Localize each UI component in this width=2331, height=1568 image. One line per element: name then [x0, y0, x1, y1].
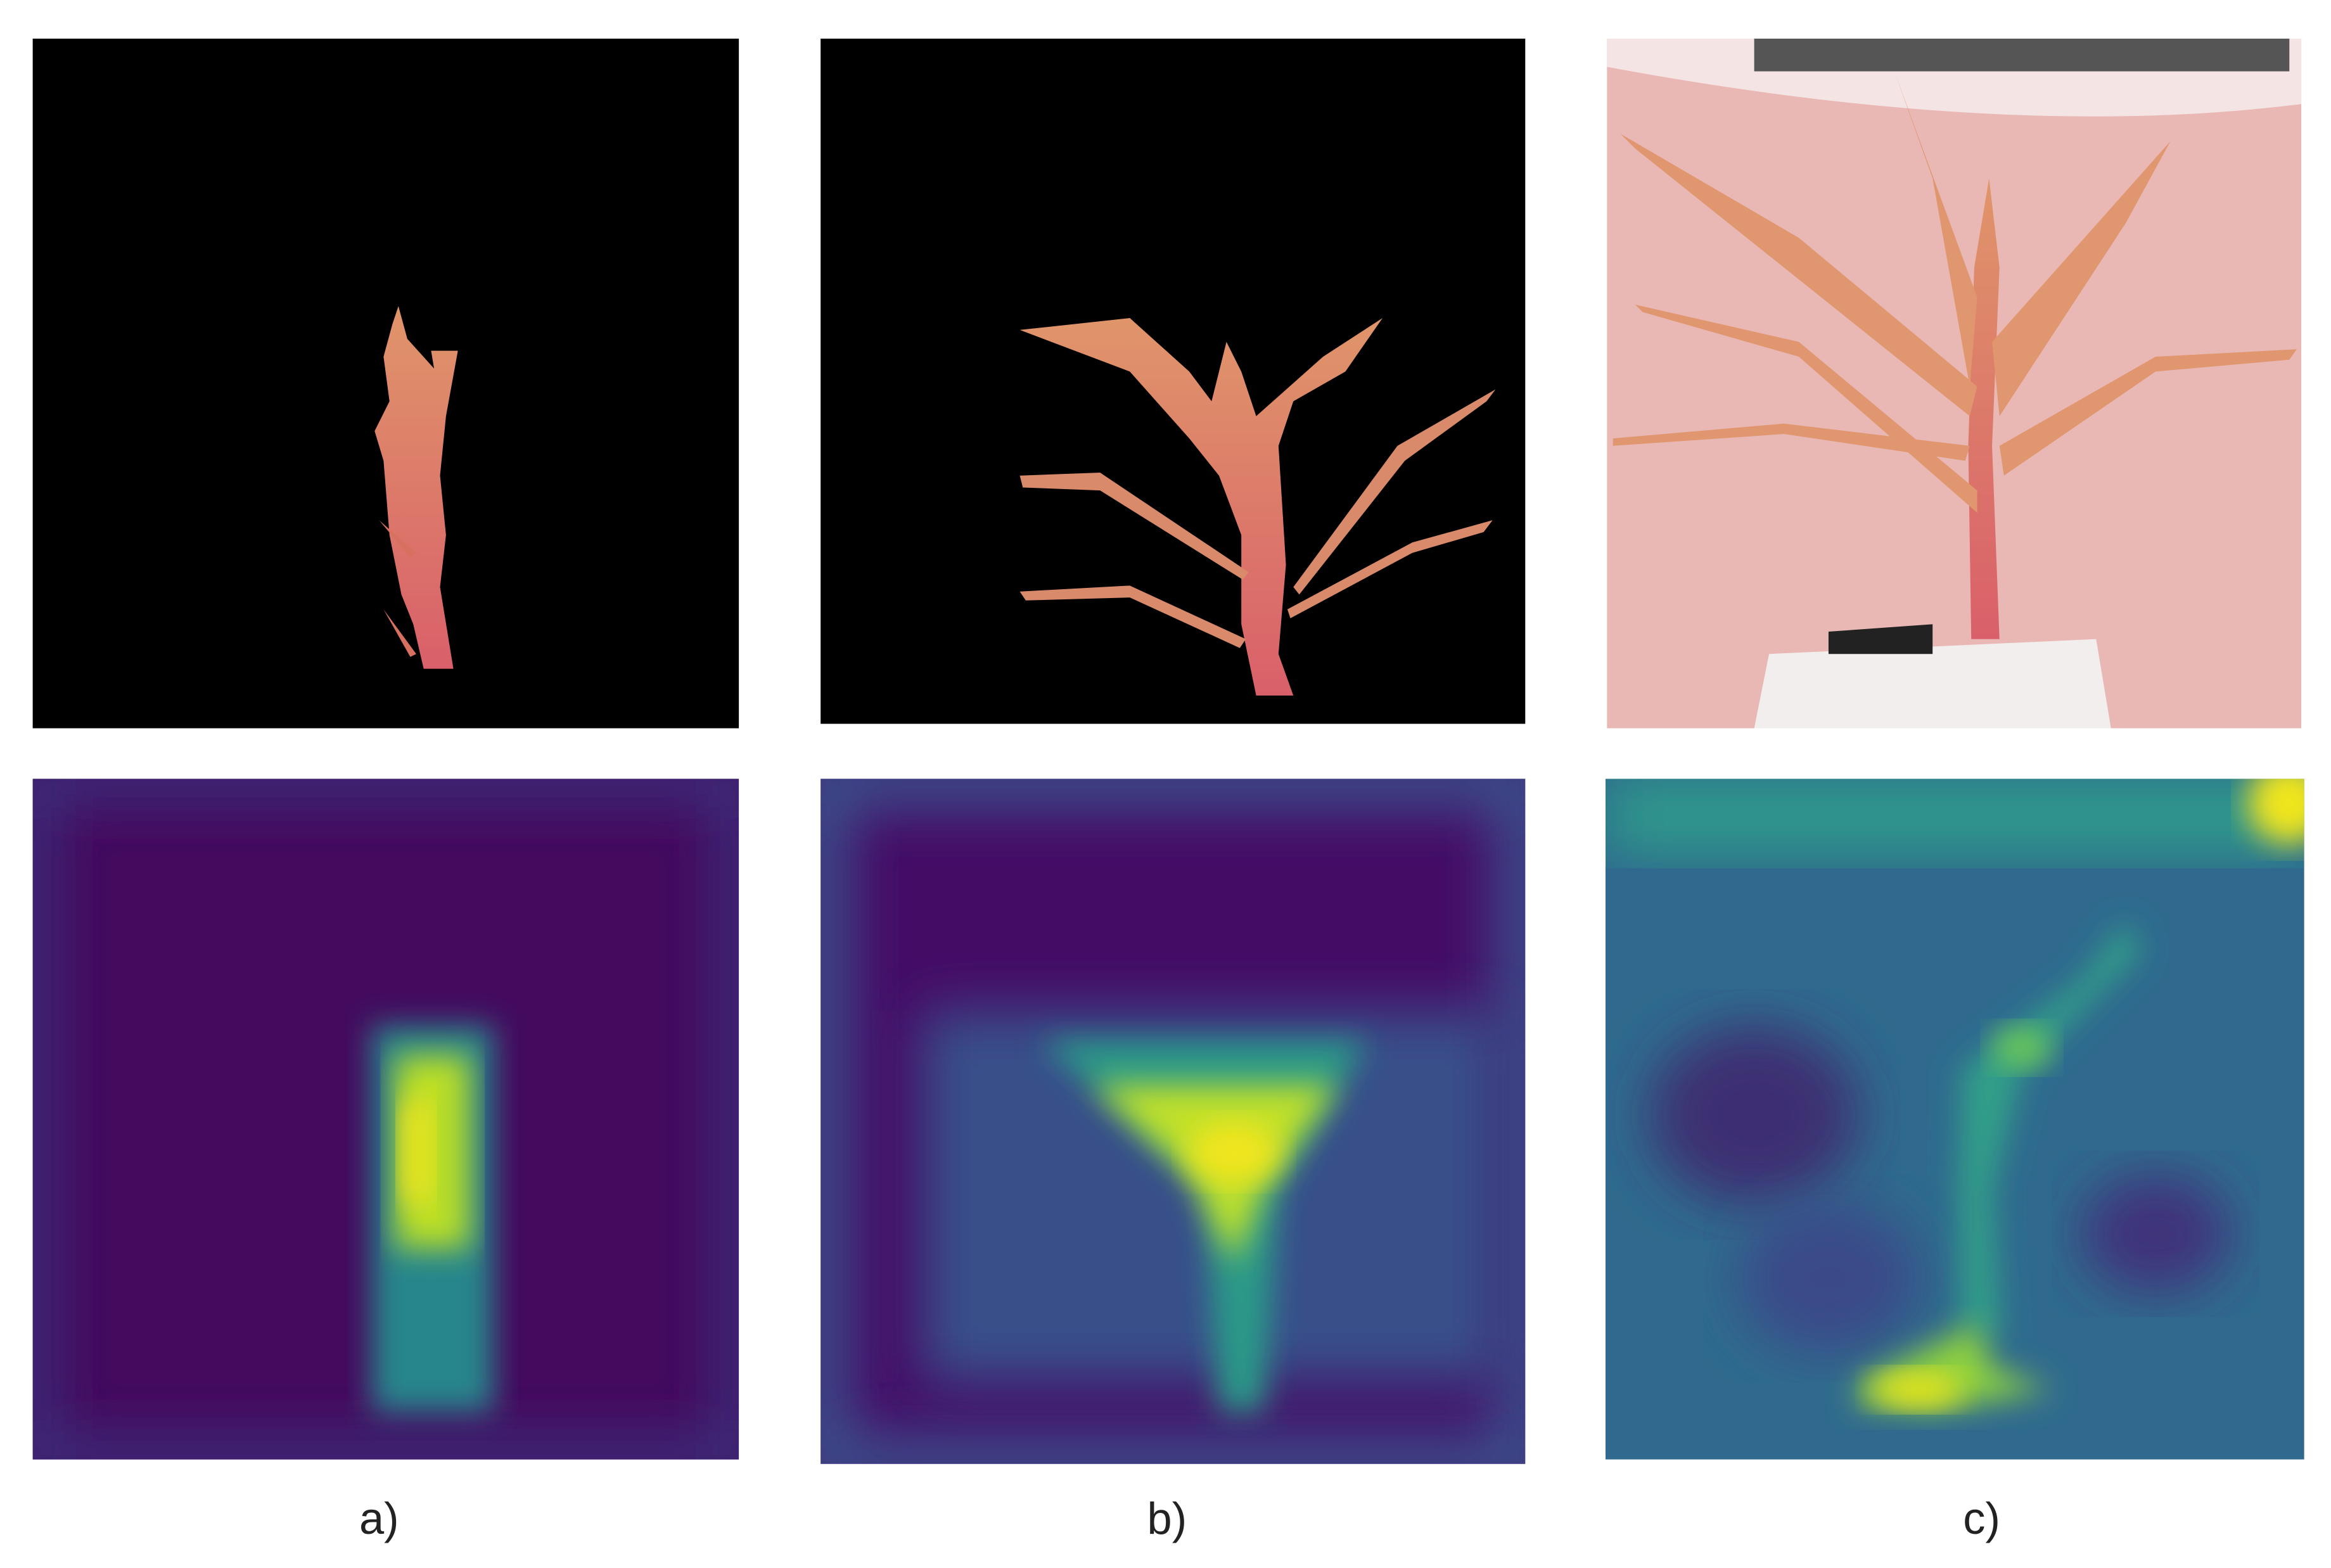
photo-c [1607, 38, 2302, 729]
heatmap-a [32, 779, 739, 1460]
panel-label: b) [1147, 1493, 1187, 1543]
panel-label: c) [1963, 1493, 2000, 1543]
heatmap-c [1606, 779, 2304, 1460]
heatmap-b [821, 779, 1526, 1464]
panel-label: a) [359, 1493, 399, 1543]
segmented-image-b [821, 38, 1526, 724]
segmented-image-a [32, 38, 739, 729]
